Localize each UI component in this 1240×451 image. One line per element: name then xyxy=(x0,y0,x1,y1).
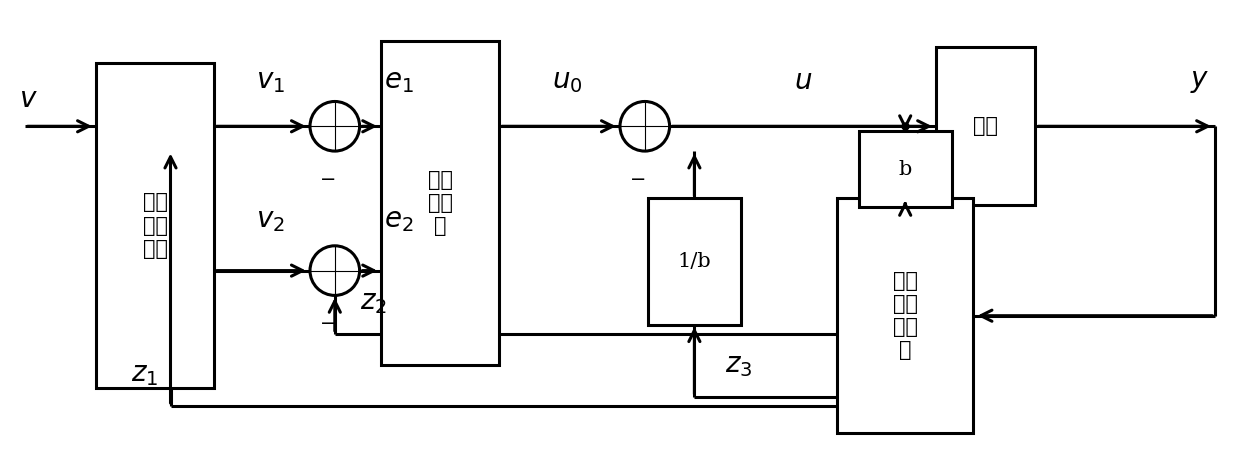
Text: 对象: 对象 xyxy=(973,116,998,136)
Text: $z_2$: $z_2$ xyxy=(360,289,387,316)
Bar xyxy=(936,47,1035,205)
Text: $e_2$: $e_2$ xyxy=(384,207,414,235)
Bar xyxy=(837,198,973,433)
Text: $v_2$: $v_2$ xyxy=(257,207,285,235)
Ellipse shape xyxy=(620,101,670,151)
Bar xyxy=(858,131,952,207)
Text: $z_3$: $z_3$ xyxy=(725,352,753,379)
Text: $v_1$: $v_1$ xyxy=(257,68,285,95)
Text: 1/b: 1/b xyxy=(677,252,712,271)
Bar xyxy=(649,198,742,325)
Text: $u$: $u$ xyxy=(794,68,812,95)
Ellipse shape xyxy=(310,101,360,151)
Text: $e_1$: $e_1$ xyxy=(384,68,414,95)
Text: 安排
过渡
过程: 安排 过渡 过程 xyxy=(143,192,167,259)
Text: 扩张
状态
观测
器: 扩张 状态 观测 器 xyxy=(893,271,918,360)
Bar xyxy=(97,63,213,388)
Ellipse shape xyxy=(310,246,360,295)
Text: 非线
性组
合: 非线 性组 合 xyxy=(428,170,453,236)
Text: $y$: $y$ xyxy=(1189,68,1209,95)
Text: $-$: $-$ xyxy=(629,169,646,187)
Text: $z_1$: $z_1$ xyxy=(131,361,159,388)
Text: b: b xyxy=(899,160,911,179)
Text: $-$: $-$ xyxy=(319,313,336,331)
Text: $-$: $-$ xyxy=(319,169,336,187)
Bar xyxy=(382,41,498,365)
Text: $u_0$: $u_0$ xyxy=(552,68,583,95)
Text: $v$: $v$ xyxy=(19,86,37,113)
